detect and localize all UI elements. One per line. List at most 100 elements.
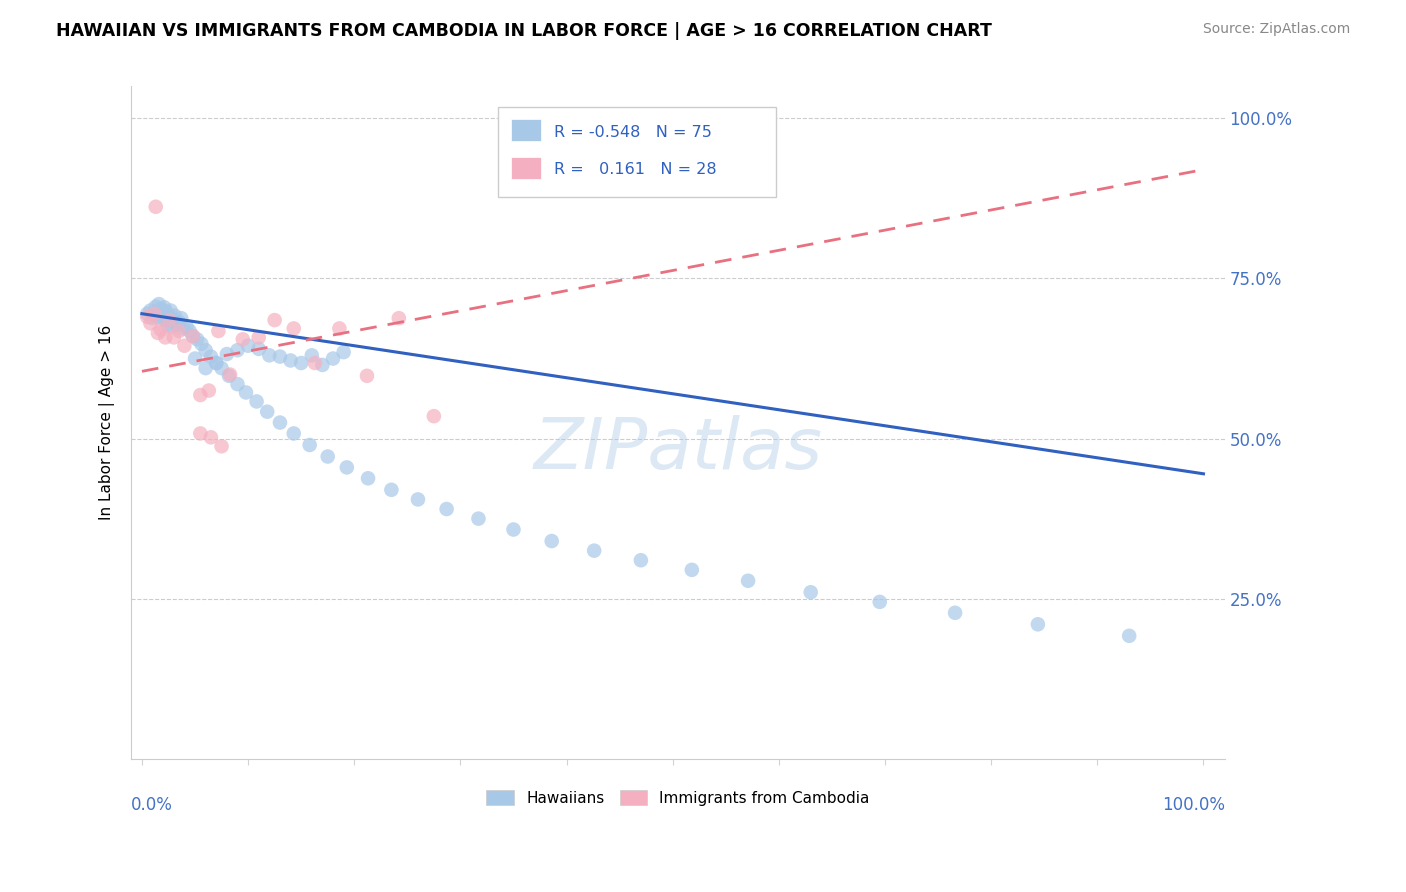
Point (152, 310, 174, 324)
Point (263, 313, 285, 327)
Point (247, 342, 270, 356)
Point (184, 351, 207, 366)
Point (194, 361, 217, 376)
Point (232, 332, 254, 346)
Point (186, 332, 208, 346)
FancyBboxPatch shape (510, 157, 541, 179)
Point (139, 303, 162, 318)
Point (150, 323, 173, 337)
Point (146, 305, 169, 319)
FancyBboxPatch shape (510, 119, 541, 142)
Point (167, 324, 190, 338)
Point (245, 394, 267, 409)
Point (200, 430, 222, 444)
Text: R = -0.548   N = 75: R = -0.548 N = 75 (554, 125, 713, 139)
Point (136, 310, 159, 324)
Point (190, 336, 212, 351)
Point (332, 345, 354, 359)
Point (737, 574, 759, 588)
Point (316, 450, 339, 464)
Point (143, 309, 166, 323)
Point (681, 563, 703, 577)
Point (356, 368, 378, 383)
Point (256, 405, 278, 419)
Point (236, 339, 259, 353)
Point (143, 307, 166, 321)
Point (146, 326, 169, 340)
Point (800, 585, 823, 599)
Point (207, 324, 229, 338)
Point (943, 606, 966, 620)
Point (388, 311, 411, 326)
Point (145, 200, 167, 214)
Point (269, 416, 291, 430)
Point (298, 438, 321, 452)
Point (163, 313, 186, 327)
Point (142, 311, 165, 326)
Point (167, 315, 190, 329)
Point (155, 305, 177, 319)
Point (150, 302, 173, 317)
Point (149, 311, 172, 326)
FancyBboxPatch shape (498, 106, 776, 197)
Point (283, 321, 305, 335)
Point (139, 316, 162, 330)
Text: R =   0.161   N = 28: R = 0.161 N = 28 (554, 161, 717, 177)
Point (160, 319, 183, 334)
Point (156, 318, 179, 332)
Point (301, 348, 323, 362)
Point (311, 358, 333, 372)
Point (226, 377, 249, 392)
Point (181, 329, 204, 343)
Point (173, 339, 195, 353)
Point (181, 329, 204, 343)
Text: ZIPatlas: ZIPatlas (533, 415, 823, 484)
Text: HAWAIIAN VS IMMIGRANTS FROM CAMBODIA IN LABOR FORCE | AGE > 16 CORRELATION CHART: HAWAIIAN VS IMMIGRANTS FROM CAMBODIA IN … (56, 22, 993, 40)
Point (188, 426, 211, 441)
Point (157, 309, 180, 323)
Point (159, 311, 181, 326)
Point (269, 350, 291, 364)
Point (283, 426, 305, 441)
Point (322, 351, 344, 366)
Point (194, 343, 217, 358)
Point (502, 523, 524, 537)
Text: Source: ZipAtlas.com: Source: ZipAtlas.com (1202, 22, 1350, 37)
Point (290, 356, 312, 370)
Point (172, 321, 194, 335)
Point (159, 303, 181, 318)
Point (583, 543, 606, 558)
Point (1026, 617, 1049, 632)
Point (235, 385, 257, 400)
Point (136, 307, 159, 321)
Point (630, 553, 652, 567)
Point (328, 321, 350, 335)
Point (145, 300, 167, 314)
Point (148, 297, 170, 311)
Point (215, 347, 238, 361)
Text: 0.0%: 0.0% (131, 796, 173, 814)
Point (166, 318, 188, 332)
Point (869, 595, 891, 609)
Point (380, 483, 402, 497)
Point (179, 324, 201, 338)
Point (205, 356, 228, 370)
Point (1118, 629, 1140, 643)
Legend: Hawaiians, Immigrants from Cambodia: Hawaiians, Immigrants from Cambodia (481, 783, 876, 812)
Point (247, 330, 270, 344)
Point (155, 313, 177, 327)
Point (205, 356, 228, 370)
Point (406, 492, 429, 507)
Point (150, 307, 173, 321)
Point (211, 439, 233, 453)
Point (163, 330, 186, 344)
Point (226, 343, 249, 358)
Point (176, 319, 198, 334)
Point (211, 361, 233, 376)
Y-axis label: In Labor Force | Age > 16: In Labor Force | Age > 16 (100, 325, 115, 520)
Point (280, 353, 302, 368)
Point (423, 409, 446, 424)
Point (540, 534, 562, 549)
Point (170, 311, 193, 326)
Point (467, 511, 489, 525)
